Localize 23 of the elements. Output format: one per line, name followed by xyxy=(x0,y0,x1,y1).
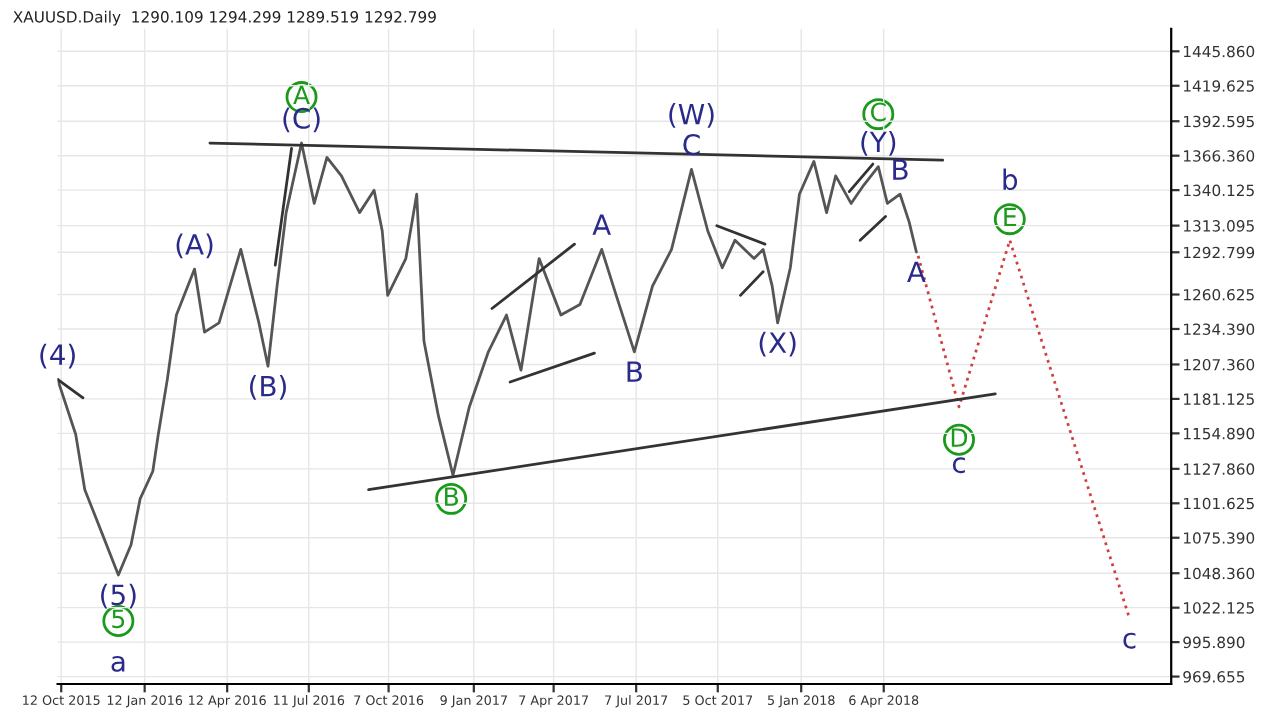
series-label: 5 xyxy=(112,609,125,629)
annotation: A xyxy=(907,261,926,282)
series-label: A xyxy=(293,85,310,104)
annotation: (A) xyxy=(176,233,213,259)
annotation: (X) xyxy=(759,331,796,357)
annotation: c xyxy=(1123,632,1136,649)
annotation: (C) xyxy=(283,107,320,133)
series-label: B xyxy=(445,487,458,506)
series-label: C xyxy=(870,102,886,122)
annotation: b xyxy=(1003,168,1018,191)
annotation: (B) xyxy=(250,375,286,400)
series-label: E xyxy=(1004,207,1017,227)
annotation: c xyxy=(952,457,965,474)
annotation: (5) xyxy=(101,583,136,609)
annotation: a xyxy=(111,655,125,672)
annotation: (W) xyxy=(669,103,714,128)
annotation: (4) xyxy=(40,343,75,369)
series-label: D xyxy=(951,428,968,447)
annotation: C xyxy=(683,134,700,156)
annotation: B xyxy=(893,159,908,180)
annotation: B xyxy=(627,361,642,382)
annotation: A xyxy=(592,214,611,235)
annotation: (Y) xyxy=(861,131,896,156)
